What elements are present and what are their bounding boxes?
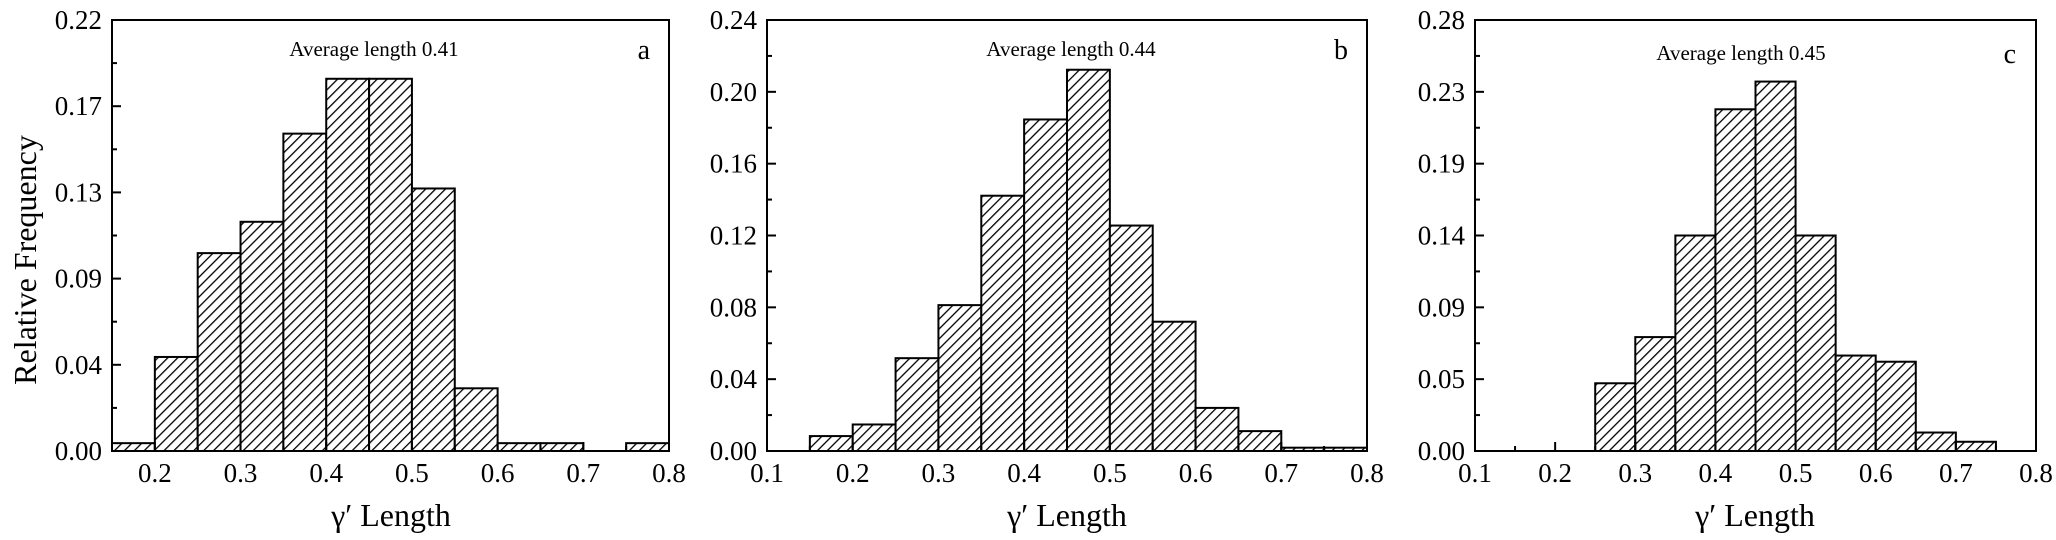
- x-tick-label-c-5: 0.6: [1859, 458, 1893, 488]
- y-tick-label-c-3: 0.14: [1418, 221, 1466, 251]
- bar-a-0: [111, 442, 156, 453]
- x-tick-label-a-2: 0.4: [309, 458, 343, 488]
- x-ticks-a: 0.2 0.3 0.4 0.5 0.6 0.7 0.8: [138, 442, 686, 488]
- panel-label-b: b: [1334, 35, 1348, 66]
- y-tick-label-b-6: 0.24: [710, 5, 758, 35]
- y-tick-label-c-6: 0.28: [1418, 5, 1465, 35]
- bar-b-7: [1108, 224, 1154, 452]
- x-tick-label-b-7: 0.8: [1350, 458, 1384, 488]
- bar-b-1: [851, 423, 897, 453]
- average-annotation-a: Average length 0.41: [289, 37, 458, 61]
- x-tick-label-b-2: 0.3: [922, 458, 956, 488]
- y-ticks-a: 0.00 0.04 0.09 0.13 0.17 0.22: [55, 5, 121, 466]
- bar-b-0: [808, 435, 854, 452]
- bar-c-5: [1794, 234, 1837, 452]
- x-tick-label-b-0: 0.1: [750, 458, 784, 488]
- bar-a-6: [368, 77, 413, 453]
- bar-b-5: [1023, 118, 1069, 453]
- y-tick-label-a-2: 0.09: [55, 264, 102, 294]
- y-tick-label-c-2: 0.09: [1418, 292, 1465, 322]
- x-tick-label-b-4: 0.5: [1093, 458, 1127, 488]
- y-ticks-b: 0.00 0.04 0.08 0.12 0.16 0.20 0.24: [710, 5, 776, 466]
- x-tick-label-c-7: 0.8: [2019, 458, 2053, 488]
- bars-panel-a: [111, 77, 671, 453]
- average-annotation-c: Average length 0.45: [1656, 41, 1825, 65]
- x-tick-label-c-0: 0.1: [1458, 458, 1492, 488]
- bar-c-4: [1754, 80, 1797, 452]
- y-tick-label-a-1: 0.04: [55, 350, 103, 380]
- panel-c: 0.000.050.090.140.190.230.28 0.1 0.2 0.3 0.…: [1418, 5, 2053, 533]
- bar-a-8: [453, 387, 499, 452]
- bar-c-0: [1594, 382, 1637, 452]
- x-ticks-b: 0.1 0.2 0.3 0.4 0.5 0.6 0.7 0.8: [750, 442, 1384, 488]
- y-tick-label-b-3: 0.12: [710, 221, 757, 251]
- bar-a-7: [410, 187, 456, 452]
- bar-b-8: [1151, 320, 1197, 453]
- bar-a-10: [539, 442, 585, 453]
- bar-c-1: [1634, 336, 1677, 452]
- bar-c-6: [1834, 354, 1877, 452]
- y-tick-label-b-5: 0.20: [710, 77, 757, 107]
- bar-c-2: [1674, 234, 1717, 452]
- x-tick-label-c-6: 0.7: [1939, 458, 1973, 488]
- y-tick-label-c-1: 0.05: [1418, 364, 1465, 394]
- x-tick-label-c-3: 0.4: [1699, 458, 1733, 488]
- panel-a: Relative Frequency 0.000.040.090.130.170…: [7, 5, 686, 533]
- bar-a-12: [625, 442, 671, 453]
- bar-c-9: [1954, 440, 1997, 453]
- bar-b-6: [1066, 68, 1111, 452]
- y-tick-label-a-3: 0.13: [55, 177, 102, 207]
- x-tick-label-a-0: 0.2: [138, 458, 172, 488]
- panel-label-c: c: [2004, 39, 2016, 70]
- x-axis-title-a: γ′ Length: [330, 497, 451, 533]
- x-tick-label-c-1: 0.2: [1538, 458, 1572, 488]
- x-tick-label-a-4: 0.6: [481, 458, 515, 488]
- bar-a-2: [196, 252, 242, 452]
- x-tick-label-b-1: 0.2: [836, 458, 870, 488]
- x-tick-label-a-1: 0.3: [224, 458, 258, 488]
- y-axis-title: Relative Frequency: [7, 135, 43, 385]
- y-tick-label-c-4: 0.19: [1418, 149, 1465, 179]
- bars-panel-c: [1594, 80, 1997, 453]
- y-ticks-c: 0.00 0.05 0.09 0.14 0.19 0.23 0.28: [1418, 5, 1484, 466]
- bar-b-4: [980, 194, 1026, 452]
- bar-b-10: [1237, 430, 1283, 452]
- bar-c-3: [1714, 108, 1757, 452]
- bar-c-8: [1914, 431, 1957, 452]
- x-axis-title-b: γ′ Length: [1006, 497, 1127, 533]
- y-tick-label-b-1: 0.04: [710, 364, 758, 394]
- x-axis-title-c: γ′ Length: [1694, 497, 1815, 533]
- y-tick-label-b-0: 0.00: [710, 436, 757, 466]
- x-tick-label-b-5: 0.6: [1179, 458, 1213, 488]
- y-tick-label-c-5: 0.23: [1418, 77, 1465, 107]
- average-annotation-b: Average length 0.44: [986, 37, 1156, 61]
- bar-a-1: [153, 355, 199, 452]
- x-tick-label-a-5: 0.7: [566, 458, 600, 488]
- bar-b-2: [894, 357, 940, 453]
- y-tick-label-b-2: 0.08: [710, 292, 757, 322]
- bar-a-5: [325, 77, 371, 453]
- x-tick-label-a-6: 0.8: [652, 458, 686, 488]
- bar-c-7: [1874, 360, 1917, 452]
- bar-a-4: [282, 132, 328, 452]
- y-tick-label-a-0: 0.00: [55, 436, 102, 466]
- x-tick-label-c-4: 0.5: [1779, 458, 1813, 488]
- bar-a-3: [239, 220, 285, 452]
- bar-b-9: [1194, 406, 1240, 452]
- y-tick-label-b-4: 0.16: [710, 149, 757, 179]
- y-tick-label-a-5: 0.22: [55, 5, 102, 35]
- y-tick-label-a-4: 0.17: [55, 91, 102, 121]
- bars-panel-b: [808, 68, 1369, 453]
- bar-a-9: [496, 442, 542, 453]
- y-tick-label-c-0: 0.00: [1418, 436, 1465, 466]
- x-ticks-c: 0.1 0.2 0.3 0.4 0.5 0.6 0.7 0.8: [1458, 442, 2053, 488]
- panel-label-a: a: [638, 35, 651, 66]
- x-tick-label-b-3: 0.4: [1007, 458, 1041, 488]
- bar-b-3: [937, 304, 983, 452]
- x-tick-label-b-6: 0.7: [1264, 458, 1298, 488]
- panel-b: 0.000.040.080.120.160.200.24 0.1 0.2 0.3 0.…: [710, 5, 1384, 533]
- x-tick-label-c-2: 0.3: [1618, 458, 1652, 488]
- x-tick-label-a-3: 0.5: [395, 458, 429, 488]
